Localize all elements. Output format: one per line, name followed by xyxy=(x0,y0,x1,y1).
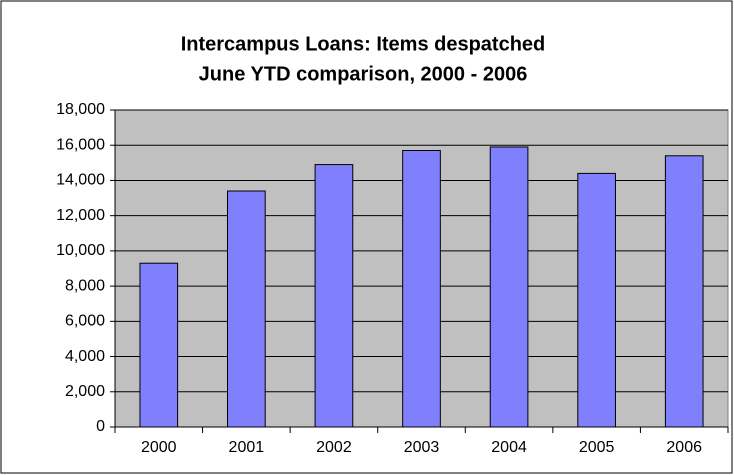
y-tick-label: 2,000 xyxy=(65,383,105,400)
bar xyxy=(402,150,441,428)
y-tick-label: 10,000 xyxy=(56,242,105,259)
y-tick-label: 18,000 xyxy=(56,101,105,118)
x-tick-label: 2003 xyxy=(404,439,440,456)
y-tick-label: 12,000 xyxy=(56,207,105,224)
x-tick-label: 2000 xyxy=(141,439,177,456)
bar xyxy=(577,172,616,428)
chart-title: June YTD comparison, 2000 - 2006 xyxy=(199,63,528,85)
bar xyxy=(139,262,179,428)
y-tick-label: 6,000 xyxy=(65,313,105,330)
bar xyxy=(227,190,266,428)
y-tick-label: 0 xyxy=(96,418,105,435)
y-tick-label: 8,000 xyxy=(65,277,105,294)
x-tick-label: 2002 xyxy=(316,439,352,456)
y-tick-label: 14,000 xyxy=(56,172,105,189)
x-tick-label: 2004 xyxy=(491,439,527,456)
x-tick-label: 2006 xyxy=(666,439,702,456)
bar xyxy=(314,164,354,428)
x-tick-label: 2001 xyxy=(229,439,265,456)
x-tick-label: 2005 xyxy=(579,439,615,456)
bar xyxy=(489,146,529,428)
y-tick-label: 16,000 xyxy=(56,136,105,153)
y-tick-label: 4,000 xyxy=(65,348,105,365)
bar xyxy=(664,155,704,428)
chart-title: Intercampus Loans: Items despatched xyxy=(181,33,546,55)
